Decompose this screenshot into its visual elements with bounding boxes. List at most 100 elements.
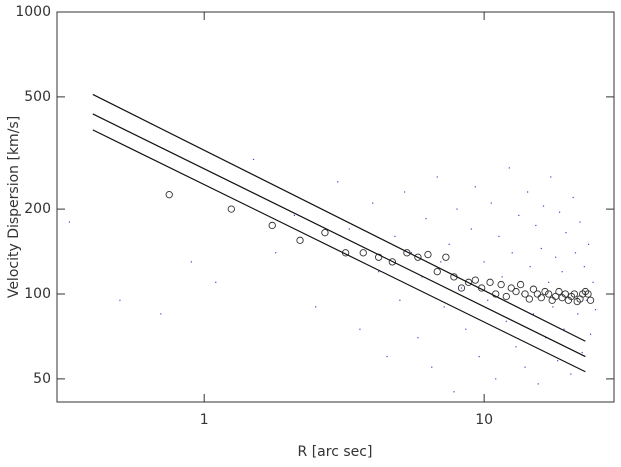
data-circle	[561, 290, 569, 298]
data-circle	[227, 205, 235, 213]
data-dot	[293, 214, 295, 216]
data-dot	[359, 328, 361, 330]
data-dot	[495, 378, 497, 380]
data-dot	[583, 266, 585, 268]
data-circle	[516, 280, 525, 289]
data-dot	[453, 391, 455, 393]
data-dot	[532, 313, 535, 315]
data-dot	[190, 261, 192, 263]
data-circle	[296, 236, 304, 244]
data-dot	[465, 328, 467, 330]
data-dot	[460, 287, 463, 289]
data-circle	[512, 287, 520, 296]
data-dot	[498, 235, 500, 238]
data-dot	[508, 167, 510, 169]
data-dot	[548, 281, 550, 283]
data-dot	[160, 313, 162, 315]
data-circle	[414, 253, 422, 261]
fit-line	[92, 129, 586, 373]
data-dot	[456, 208, 458, 210]
data-circle	[521, 290, 529, 298]
y-tick-label: 200	[24, 201, 51, 217]
data-dot	[527, 191, 529, 193]
data-dot	[572, 196, 574, 199]
data-dot	[436, 176, 438, 178]
data-dot	[410, 252, 413, 254]
data-dot	[505, 320, 507, 322]
data-circle	[502, 292, 510, 301]
data-dot	[579, 221, 581, 223]
data-dot	[552, 306, 554, 308]
fit-line	[92, 113, 586, 358]
x-tick-label: 1	[200, 412, 209, 428]
y-axis-label: Velocity Dispersion [km/s]	[6, 116, 22, 298]
y-tick-label: 500	[24, 89, 51, 105]
data-dot	[592, 281, 594, 283]
data-circle	[525, 295, 533, 303]
data-dot	[440, 261, 442, 263]
plot-frame	[56, 11, 615, 403]
data-dot	[577, 313, 579, 315]
data-dot	[68, 221, 71, 223]
data-dot	[470, 228, 472, 230]
data-dot	[490, 202, 492, 204]
data-dot	[443, 306, 445, 308]
data-dot	[557, 360, 559, 362]
data-circle	[433, 268, 441, 276]
data-dot	[275, 252, 277, 254]
data-circle	[321, 229, 329, 237]
data-dot	[574, 252, 577, 254]
data-circle	[471, 276, 479, 284]
data-circle	[424, 250, 432, 259]
data-dot	[589, 333, 592, 335]
data-dot	[550, 176, 552, 178]
data-circle	[457, 284, 466, 292]
data-circle	[165, 191, 173, 199]
data-circle	[570, 290, 578, 298]
data-dot	[587, 243, 590, 245]
data-dot	[561, 271, 563, 273]
data-dot	[501, 276, 503, 278]
y-tick-label: 100	[24, 286, 51, 302]
data-dot	[252, 158, 255, 161]
data-dot	[404, 191, 406, 193]
data-circle	[579, 290, 587, 298]
data-dot	[314, 306, 317, 308]
data-dot	[425, 218, 427, 220]
data-dot	[417, 337, 419, 339]
data-circle	[375, 253, 383, 261]
data-circle	[584, 290, 592, 298]
data-dot	[570, 373, 572, 375]
data-dot	[431, 366, 433, 368]
data-circle	[544, 290, 553, 298]
data-circle	[492, 290, 500, 298]
data-dot	[529, 266, 531, 268]
x-axis-label: R [arc sec]	[298, 444, 373, 460]
data-dot	[518, 214, 520, 216]
data-dot	[540, 247, 542, 250]
data-dot	[474, 186, 476, 188]
data-dot	[215, 281, 217, 283]
data-dot	[337, 181, 339, 183]
data-dot	[421, 276, 423, 278]
data-dot	[448, 243, 450, 245]
data-dot	[511, 252, 513, 254]
data-circle	[359, 249, 367, 257]
data-circle	[541, 287, 549, 296]
data-dot	[399, 299, 401, 301]
data-dot	[348, 228, 350, 230]
data-dot	[558, 211, 561, 213]
data-dot	[487, 299, 489, 301]
data-dot	[524, 366, 526, 368]
data-circle	[555, 287, 563, 296]
data-dot	[585, 299, 588, 301]
data-circle	[268, 221, 276, 230]
y-tick-label: 50	[33, 371, 51, 387]
data-dot	[478, 355, 480, 358]
data-dot	[515, 346, 517, 348]
data-circle	[497, 280, 505, 289]
data-dot	[594, 309, 597, 311]
data-dot	[563, 328, 565, 330]
y-tick-label: 1000	[15, 4, 51, 20]
